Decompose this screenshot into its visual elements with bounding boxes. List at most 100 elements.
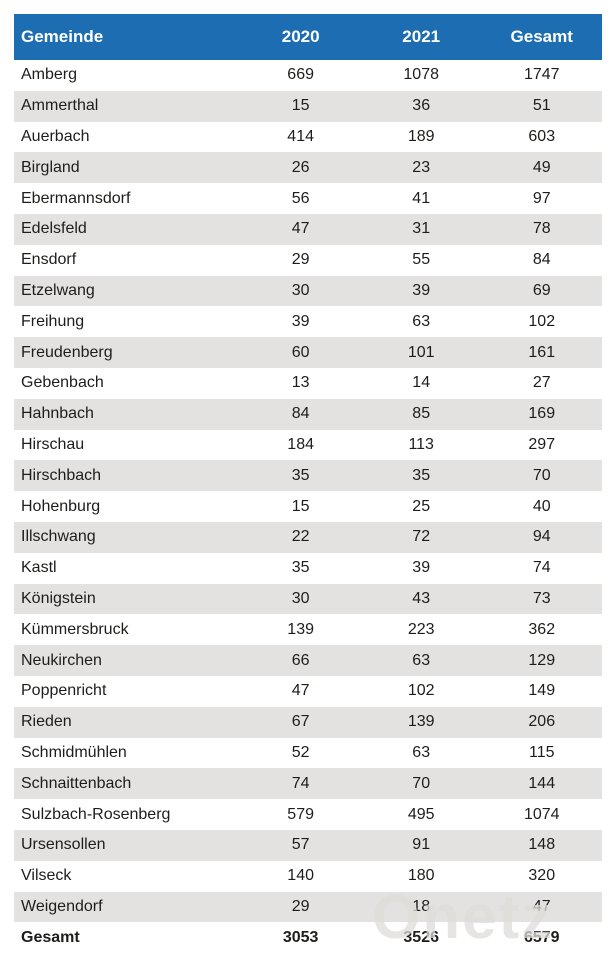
municipality-name: Neukirchen [21,651,102,669]
value-cell: 25 [412,497,431,515]
municipality-name: Birgland [21,158,80,176]
value-cell: 14 [412,374,431,392]
value-cell: 69 [532,281,551,299]
value-cell: 60 [291,343,310,361]
municipality-name: Ensdorf [21,251,77,269]
total-value-2020: 3053 [282,928,319,946]
value-cell: 603 [528,127,556,145]
value-cell: 29 [291,897,310,915]
value-cell: 56 [291,189,310,207]
table-row: Amberg 669 1078 1747 [14,60,602,91]
municipality-name: Edelsfeld [21,220,87,238]
value-cell: 63 [412,743,431,761]
value-cell: 1747 [523,66,560,84]
municipality-name: Poppenricht [21,682,107,700]
value-cell: 129 [528,651,556,669]
table-row: Neukirchen 66 63 129 [14,645,602,676]
value-cell: 55 [412,251,431,269]
value-cell: 41 [412,189,431,207]
value-cell: 52 [291,743,310,761]
table-row: Hirschbach 35 35 70 [14,460,602,492]
value-cell: 223 [407,620,435,638]
table-total-row: Gesamt 3053 3526 6579 [14,922,602,953]
table-row: Ammerthal 15 36 51 [14,90,602,122]
value-cell: 47 [291,220,310,238]
municipality-name: Illschwang [21,528,96,546]
value-cell: 73 [532,589,551,607]
value-cell: 30 [291,589,310,607]
value-cell: 184 [287,435,314,453]
value-cell: 39 [412,559,431,577]
value-cell: 101 [407,343,435,361]
value-cell: 1074 [523,805,560,823]
value-cell: 15 [291,497,310,515]
value-cell: 67 [291,713,310,731]
value-cell: 39 [412,281,431,299]
total-row-label: Gesamt [21,928,80,946]
table-row: Sulzbach-Rosenberg 579 495 1074 [14,799,602,830]
value-cell: 362 [528,620,556,638]
value-cell: 29 [291,251,310,269]
value-cell: 579 [287,805,314,823]
table-row: Edelsfeld 47 31 78 [14,213,602,245]
value-cell: 84 [291,405,310,423]
value-cell: 57 [291,836,310,854]
municipality-name: Vilseck [21,867,72,885]
municipality-name: Freihung [21,312,85,330]
municipality-name: Freudenberg [21,343,113,361]
municipality-name: Hahnbach [21,405,94,423]
value-cell: 149 [528,682,556,700]
value-cell: 1078 [403,66,439,84]
value-cell: 84 [532,251,551,269]
municipality-name: Ebermannsdorf [21,189,131,207]
table-row: Birgland 26 23 49 [14,152,602,184]
value-cell: 113 [408,435,434,453]
value-cell: 144 [528,774,556,792]
value-cell: 297 [528,435,556,453]
value-cell: 206 [528,713,556,731]
value-cell: 23 [412,158,431,176]
column-header-gesamt: Gesamt [510,27,573,46]
value-cell: 669 [287,66,314,84]
municipality-name: Schmidmühlen [21,743,127,761]
municipality-name: Schnaittenbach [21,774,132,792]
table-row: Königstein 30 43 73 [14,583,602,615]
total-value-2021: 3526 [403,928,439,946]
table-row: Ensdorf 29 55 84 [14,245,602,276]
value-cell: 51 [532,97,551,115]
table-row: Poppenricht 47 102 149 [14,676,602,707]
value-cell: 70 [412,774,431,792]
table-header-row: Gemeinde 2020 2021 Gesamt [14,14,602,60]
municipality-name: Hirschbach [21,466,102,484]
municipality-name: Kastl [21,559,57,577]
municipality-name: Etzelwang [21,281,95,299]
value-cell: 49 [532,158,551,176]
value-cell: 35 [291,559,310,577]
value-cell: 70 [532,466,551,484]
value-cell: 102 [528,312,556,330]
value-cell: 169 [528,405,556,423]
table-row: Etzelwang 30 39 69 [14,275,602,307]
value-cell: 91 [412,836,431,854]
column-header-2021: 2021 [402,27,441,46]
table-row: Gebenbach 13 14 27 [14,368,602,399]
value-cell: 40 [532,497,551,515]
value-cell: 148 [528,836,556,854]
value-cell: 115 [528,743,555,761]
value-cell: 15 [291,97,310,115]
municipality-name: Ursensollen [21,836,106,854]
municipality-name: Kümmersbruck [21,620,129,638]
value-cell: 36 [412,97,431,115]
value-cell: 74 [291,774,310,792]
municipality-name: Hirschau [21,435,85,453]
value-cell: 47 [532,897,551,915]
value-cell: 320 [528,867,556,885]
table-row: Freihung 39 63 102 [14,306,602,337]
municipality-statistics-table: Gemeinde 2020 2021 Gesamt Amberg 669 1078 1… [14,14,602,953]
value-cell: 189 [407,127,435,145]
table-row: Vilseck 140 180 320 [14,861,602,892]
municipality-name: Auerbach [21,127,90,145]
value-cell: 161 [528,343,556,361]
value-cell: 85 [412,405,431,423]
value-cell: 63 [412,651,431,669]
